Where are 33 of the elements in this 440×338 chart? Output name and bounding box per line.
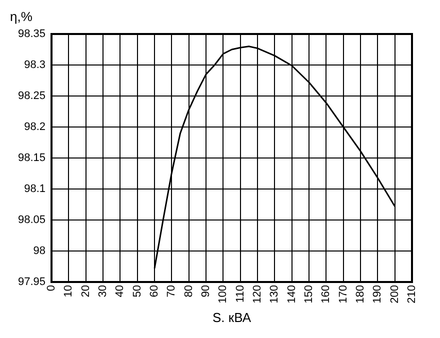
x-tick-label: 100	[217, 285, 230, 304]
x-tick-label: 10	[62, 285, 75, 298]
x-tick-label: 40	[114, 285, 126, 298]
x-tick-label: 50	[131, 285, 144, 298]
x-tick-label: 200	[388, 285, 401, 304]
y-tick-label: 98.35	[18, 28, 46, 40]
x-tick-label: 170	[337, 285, 350, 304]
y-tick-label: 98.15	[18, 152, 46, 164]
y-tick-label: 98.3	[24, 59, 46, 72]
y-tick-label: 98.05	[18, 214, 46, 226]
x-tick-label: 190	[372, 285, 384, 304]
y-tick-label: 98.25	[18, 90, 46, 102]
x-tick-label: 0	[46, 285, 58, 292]
y-axis-title: η,%	[10, 9, 33, 24]
y-tick-label: 98.2	[24, 121, 46, 134]
x-tick-label: 60	[148, 285, 161, 298]
x-tick-label: 180	[354, 285, 367, 304]
x-tick-label: 120	[252, 285, 264, 304]
x-tick-label: 150	[303, 285, 316, 304]
y-tick-label: 97.95	[18, 276, 46, 288]
x-tick-label: 140	[286, 285, 298, 304]
y-tick-label: 98	[33, 245, 46, 258]
x-tick-label: 210	[406, 285, 418, 304]
x-axis-title: S. кВА	[212, 310, 252, 325]
x-tick-label: 70	[166, 285, 178, 298]
x-tick-label: 160	[320, 285, 332, 304]
x-tick-label: 80	[182, 285, 195, 298]
x-tick-label: 110	[234, 285, 246, 303]
x-tick-label: 130	[268, 285, 281, 304]
x-tick-label: 90	[200, 285, 212, 298]
x-tick-label: 30	[97, 285, 110, 298]
y-tick-label: 98.1	[24, 183, 46, 196]
x-tick-label: 20	[80, 285, 92, 298]
